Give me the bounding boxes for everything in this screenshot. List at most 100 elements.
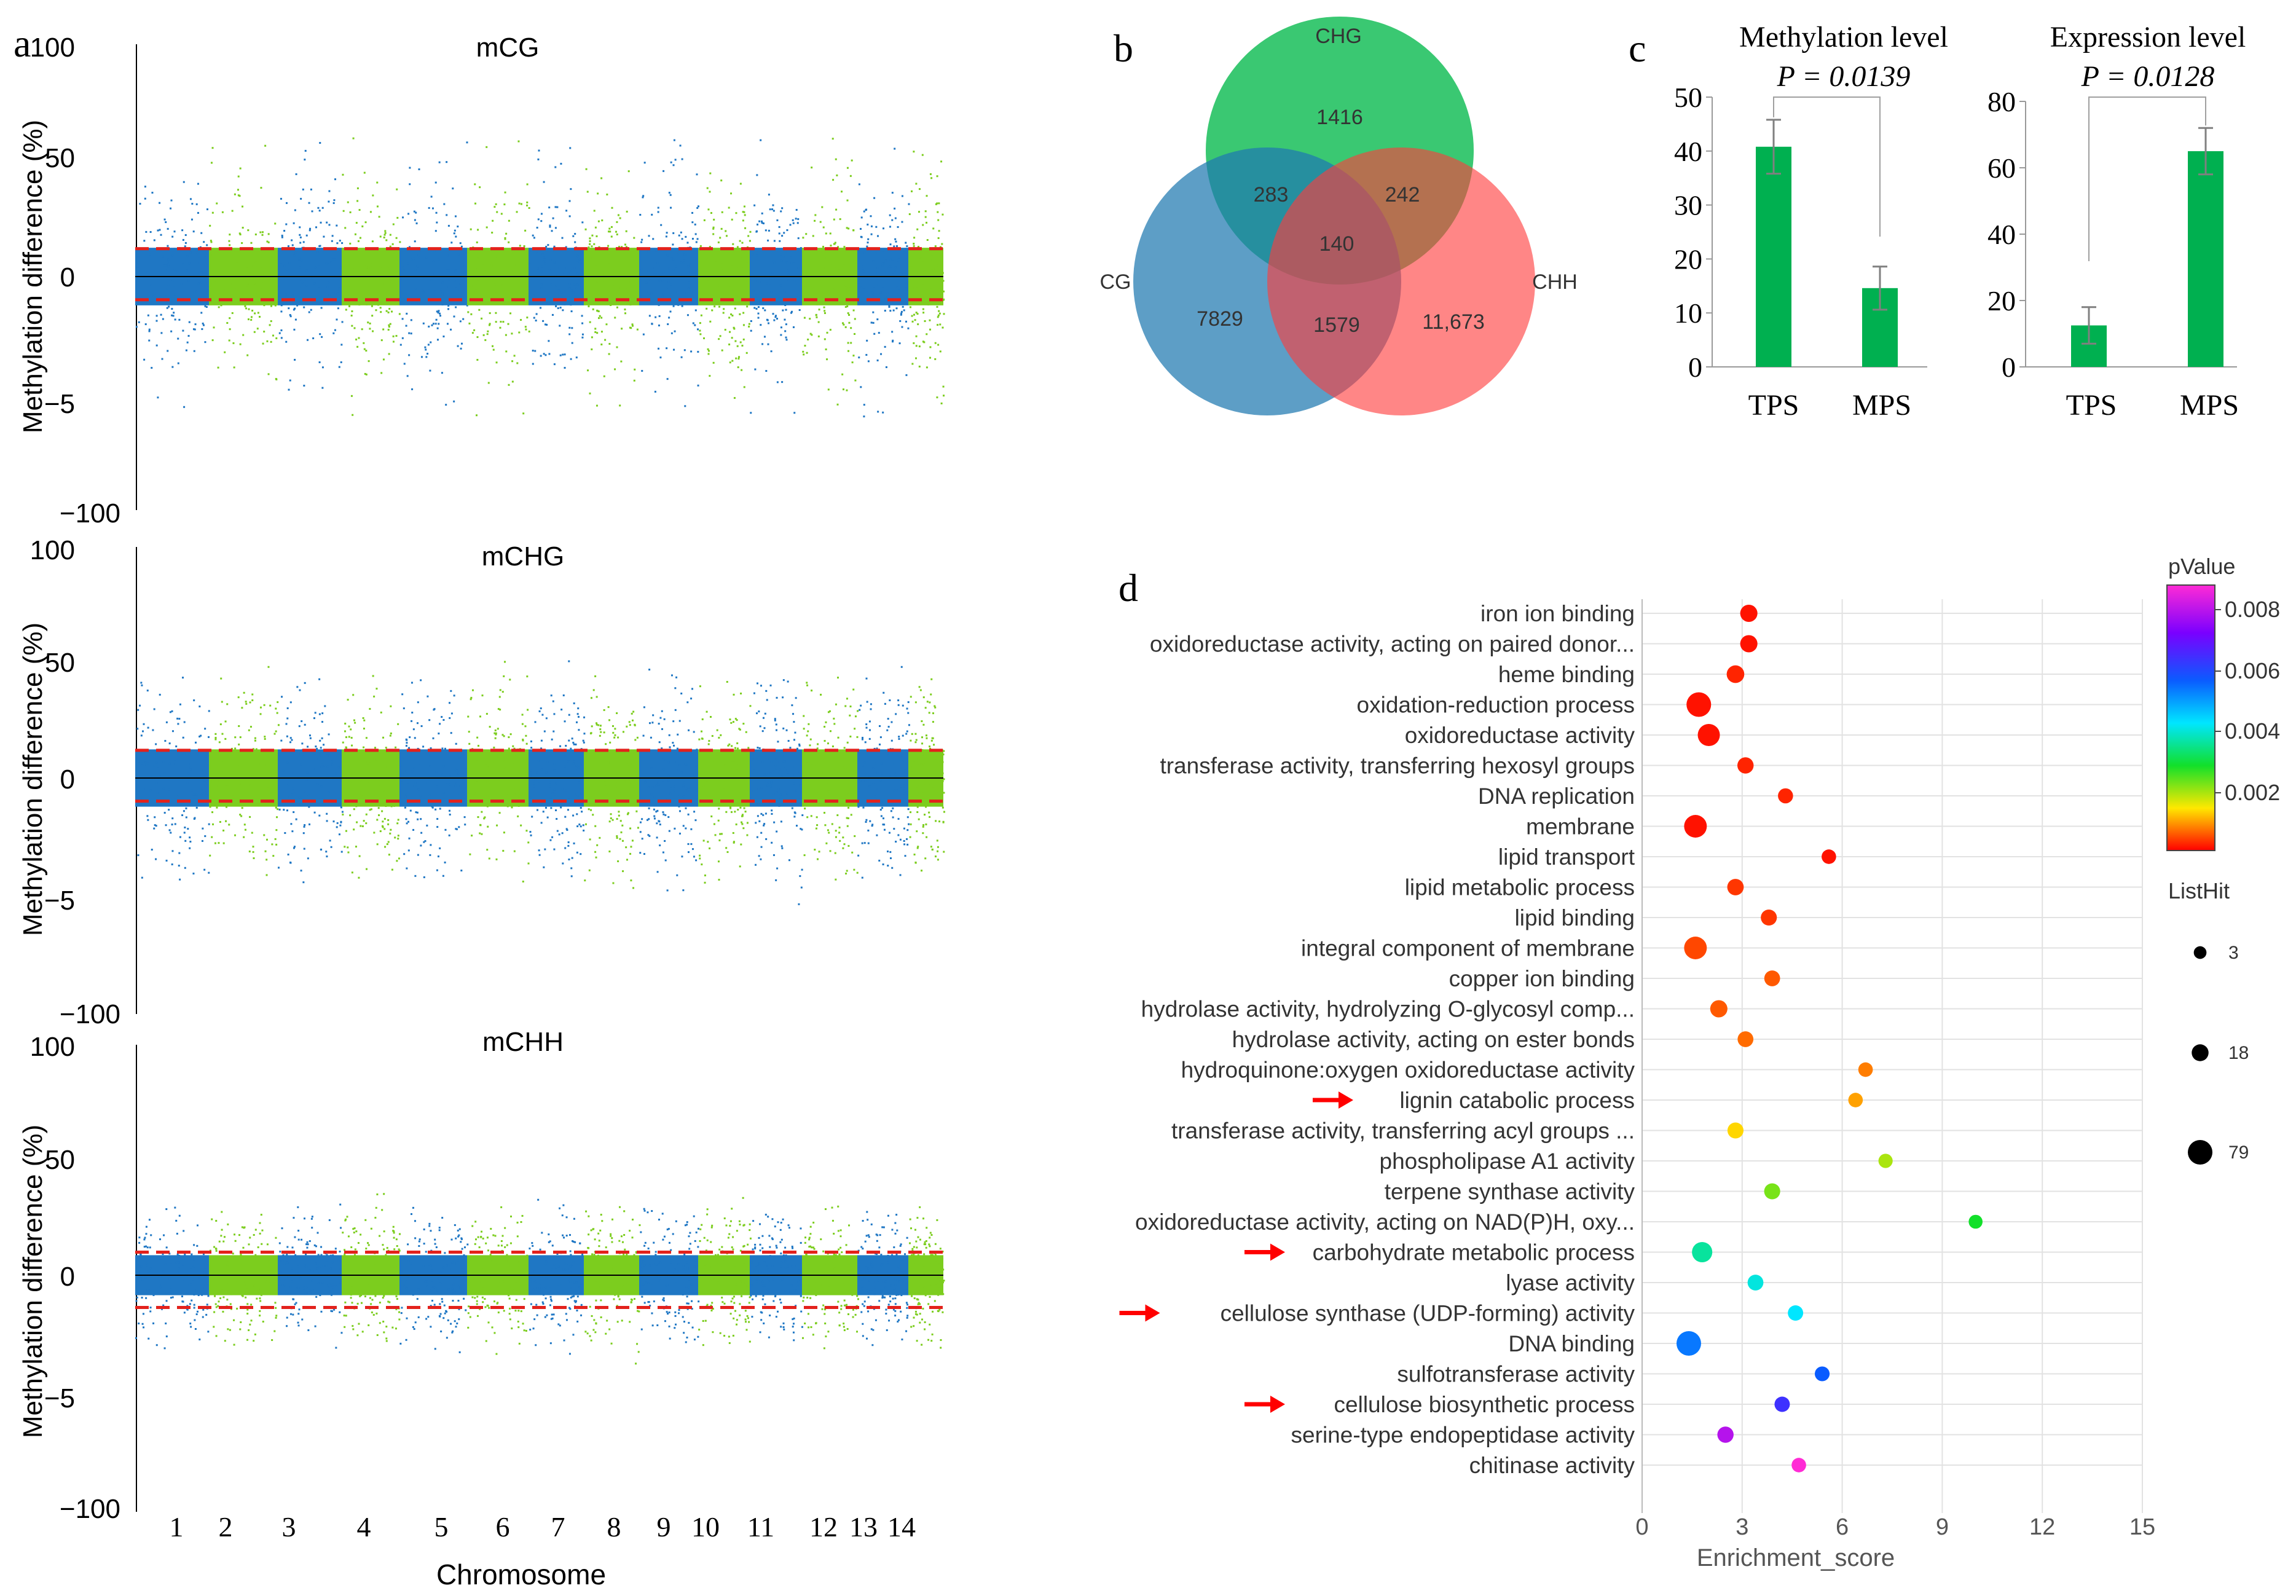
data-point — [850, 327, 852, 329]
data-point — [678, 720, 681, 722]
data-point — [847, 227, 850, 230]
data-point — [280, 304, 283, 307]
data-point — [943, 290, 945, 293]
data-point — [860, 704, 862, 707]
data-point — [292, 1313, 294, 1316]
data-point — [712, 226, 715, 229]
data-point — [927, 775, 930, 777]
data-point — [259, 315, 261, 318]
data-point — [929, 784, 931, 787]
data-point — [789, 224, 792, 226]
data-point — [391, 785, 394, 787]
data-point — [849, 285, 851, 288]
data-point — [847, 312, 849, 315]
data-point — [939, 274, 942, 277]
data-point — [676, 747, 678, 750]
data-point — [937, 846, 939, 848]
data-point — [189, 847, 191, 849]
data-point — [331, 1261, 334, 1264]
data-point — [213, 804, 215, 806]
data-point — [867, 829, 870, 831]
data-point — [633, 750, 635, 753]
data-point — [652, 714, 655, 717]
data-point — [183, 406, 186, 408]
data-point — [482, 267, 485, 269]
data-point — [328, 294, 331, 296]
data-point — [857, 854, 860, 857]
data-point — [551, 738, 553, 741]
data-point — [501, 760, 504, 762]
data-point — [353, 278, 355, 280]
data-point — [298, 259, 301, 261]
data-point — [889, 851, 892, 853]
data-point — [942, 753, 945, 756]
data-point — [326, 765, 329, 768]
data-point — [426, 1280, 428, 1283]
data-point — [760, 787, 763, 789]
data-point — [902, 760, 904, 763]
data-point — [532, 350, 534, 352]
data-point — [492, 348, 495, 351]
data-point — [382, 1321, 385, 1323]
data-point — [213, 326, 215, 329]
data-point — [454, 1291, 456, 1294]
y-tick-label: 50 — [45, 143, 75, 173]
data-point — [313, 282, 316, 285]
data-point — [894, 238, 897, 240]
data-point — [926, 289, 928, 292]
data-point — [765, 690, 768, 692]
data-point — [573, 743, 575, 745]
data-point — [605, 280, 607, 283]
data-point — [612, 882, 615, 884]
data-point — [659, 824, 661, 826]
data-point — [263, 704, 265, 706]
data-point — [446, 214, 448, 216]
data-point — [446, 269, 448, 272]
data-point — [307, 794, 310, 796]
data-point — [264, 737, 266, 740]
data-point — [256, 1297, 258, 1300]
data-point — [704, 753, 707, 756]
data-point — [869, 820, 871, 822]
data-point — [199, 1339, 201, 1341]
data-point — [659, 844, 661, 847]
data-point — [761, 343, 764, 345]
data-point — [375, 1312, 378, 1315]
data-point — [787, 296, 790, 298]
data-point — [626, 725, 628, 728]
data-point — [187, 335, 190, 337]
data-point — [718, 305, 721, 308]
data-point — [740, 277, 742, 279]
data-point — [897, 699, 900, 702]
data-point — [648, 818, 650, 820]
data-point — [852, 293, 854, 295]
data-point — [292, 1256, 294, 1258]
data-point — [410, 1213, 412, 1216]
data-point — [363, 171, 366, 174]
data-point — [624, 775, 626, 777]
data-point — [596, 332, 599, 334]
data-point — [564, 303, 566, 305]
data-point — [291, 294, 294, 297]
data-point — [886, 729, 889, 731]
data-point — [410, 319, 412, 321]
data-point — [379, 785, 381, 788]
data-point — [831, 286, 833, 288]
data-point — [575, 769, 577, 771]
data-point — [913, 243, 915, 245]
y-tick-label: −100 — [60, 498, 120, 529]
data-point — [299, 1277, 302, 1280]
data-point — [589, 237, 591, 240]
data-point — [181, 1295, 183, 1297]
data-point — [594, 851, 597, 853]
data-point — [285, 1290, 288, 1292]
data-point — [543, 353, 545, 355]
data-point — [667, 779, 670, 782]
data-point — [277, 808, 279, 811]
data-point — [748, 323, 750, 325]
data-point — [171, 254, 174, 257]
data-point — [336, 1285, 338, 1287]
data-point — [866, 701, 868, 703]
data-point — [258, 1278, 260, 1281]
data-point — [613, 269, 616, 272]
